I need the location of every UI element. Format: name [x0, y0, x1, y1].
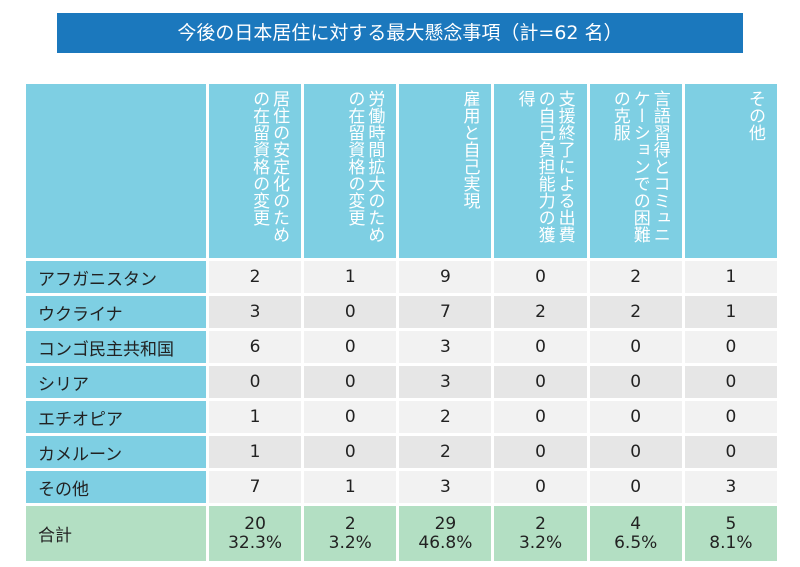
row-label: アフガニスタン — [26, 261, 206, 293]
column-header-text: 居住の安定化のための在留資格の変更 — [249, 90, 290, 243]
concern-table: 居住の安定化のための在留資格の変更 労働時間拡大のための在留資格の変更 雇用と自己実… — [23, 81, 780, 564]
cell-value: 0 — [589, 331, 682, 363]
total-percent: 3.2% — [328, 532, 372, 553]
total-count: 4 — [630, 513, 642, 534]
cell-value: 3 — [399, 331, 492, 363]
cell-value: 6 — [209, 331, 302, 363]
total-count: 2 — [344, 513, 356, 534]
cell-value: 1 — [684, 296, 777, 328]
data-row: アフガニスタン 2 1 9 0 2 1 — [26, 261, 777, 293]
column-header: 雇用と自己実現 — [399, 84, 492, 258]
total-percent: 8.1% — [709, 532, 753, 553]
cell-value: 3 — [684, 471, 777, 503]
column-header: 言語習得とコミュニケーションでの困難の克服 — [589, 84, 682, 258]
cell-value: 0 — [684, 331, 777, 363]
cell-value: 7 — [399, 296, 492, 328]
cell-value: 0 — [494, 401, 587, 433]
column-header-text: 言語習得とコミュニケーションでの困難の克服 — [609, 90, 670, 243]
cell-value: 0 — [684, 401, 777, 433]
total-cell: 2 3.2% — [304, 506, 397, 561]
column-header-text: その他 — [745, 90, 765, 141]
cell-value: 0 — [589, 471, 682, 503]
total-count: 29 — [434, 513, 457, 534]
cell-value: 0 — [494, 366, 587, 398]
cell-value: 0 — [209, 366, 302, 398]
total-percent: 6.5% — [614, 532, 658, 553]
cell-value: 1 — [684, 261, 777, 293]
cell-value: 1 — [209, 436, 302, 468]
corner-cell — [26, 84, 206, 258]
row-label: その他 — [26, 471, 206, 503]
cell-value: 2 — [494, 296, 587, 328]
cell-value: 1 — [304, 471, 397, 503]
cell-value: 0 — [304, 366, 397, 398]
header-row: 居住の安定化のための在留資格の変更 労働時間拡大のための在留資格の変更 雇用と自己実… — [26, 84, 777, 258]
column-header: その他 — [684, 84, 777, 258]
column-header: 居住の安定化のための在留資格の変更 — [209, 84, 302, 258]
cell-value: 0 — [304, 296, 397, 328]
cell-value: 0 — [589, 366, 682, 398]
total-percent: 3.2% — [518, 532, 563, 553]
data-row: ウクライナ 3 0 7 2 2 1 — [26, 296, 777, 328]
total-cell: 4 6.5% — [589, 506, 682, 561]
cell-value: 3 — [399, 366, 492, 398]
cell-value: 0 — [684, 436, 777, 468]
cell-value: 0 — [494, 261, 587, 293]
cell-value: 2 — [589, 296, 682, 328]
cell-value: 3 — [399, 471, 492, 503]
cell-value: 3 — [209, 296, 302, 328]
total-percent: 46.8% — [418, 532, 473, 553]
total-cell: 20 32.3% — [209, 506, 302, 561]
cell-value: 9 — [399, 261, 492, 293]
cell-value: 0 — [589, 401, 682, 433]
total-cell: 5 8.1% — [684, 506, 777, 561]
cell-value: 2 — [399, 436, 492, 468]
row-label: シリア — [26, 366, 206, 398]
row-label: ウクライナ — [26, 296, 206, 328]
cell-value: 1 — [304, 261, 397, 293]
cell-value: 2 — [209, 261, 302, 293]
cell-value: 0 — [304, 436, 397, 468]
row-label: エチオピア — [26, 401, 206, 433]
column-header-text: 支援終了による出費の自己負担能力の獲得 — [514, 90, 575, 243]
cell-value: 1 — [209, 401, 302, 433]
data-row: その他 7 1 3 0 0 3 — [26, 471, 777, 503]
title-bar: 今後の日本居住に対する最大懸念事項（計=62 名） — [57, 13, 743, 53]
cell-value: 0 — [589, 436, 682, 468]
cell-value: 2 — [589, 261, 682, 293]
total-label: 合計 — [26, 506, 206, 561]
total-count: 5 — [725, 513, 737, 534]
cell-value: 2 — [399, 401, 492, 433]
cell-value: 0 — [304, 331, 397, 363]
column-header: 労働時間拡大のための在留資格の変更 — [304, 84, 397, 258]
cell-value: 0 — [494, 331, 587, 363]
total-cell: 2 3.2% — [494, 506, 587, 561]
row-label: カメルーン — [26, 436, 206, 468]
total-count: 2 — [535, 513, 546, 534]
total-percent: 32.3% — [228, 532, 283, 553]
total-row: 合計 20 32.3% 2 3.2% 29 46.8% 2 3.2% 4 6.5% 5 8.1% — [26, 506, 777, 561]
cell-value: 7 — [209, 471, 302, 503]
data-row: シリア 0 0 3 0 0 0 — [26, 366, 777, 398]
cell-value: 0 — [494, 471, 587, 503]
cell-value: 0 — [304, 401, 397, 433]
row-label: コンゴ民主共和国 — [26, 331, 206, 363]
data-row: エチオピア 1 0 2 0 0 0 — [26, 401, 777, 433]
cell-value: 0 — [494, 436, 587, 468]
data-row: コンゴ民主共和国 6 0 3 0 0 0 — [26, 331, 777, 363]
column-header: 支援終了による出費の自己負担能力の獲得 — [494, 84, 587, 258]
column-header-text: 雇用と自己実現 — [459, 90, 480, 209]
cell-value: 0 — [684, 366, 777, 398]
total-cell: 29 46.8% — [399, 506, 492, 561]
total-count: 20 — [244, 513, 266, 534]
data-row: カメルーン 1 0 2 0 0 0 — [26, 436, 777, 468]
column-header-text: 労働時間拡大のための在留資格の変更 — [344, 90, 385, 243]
